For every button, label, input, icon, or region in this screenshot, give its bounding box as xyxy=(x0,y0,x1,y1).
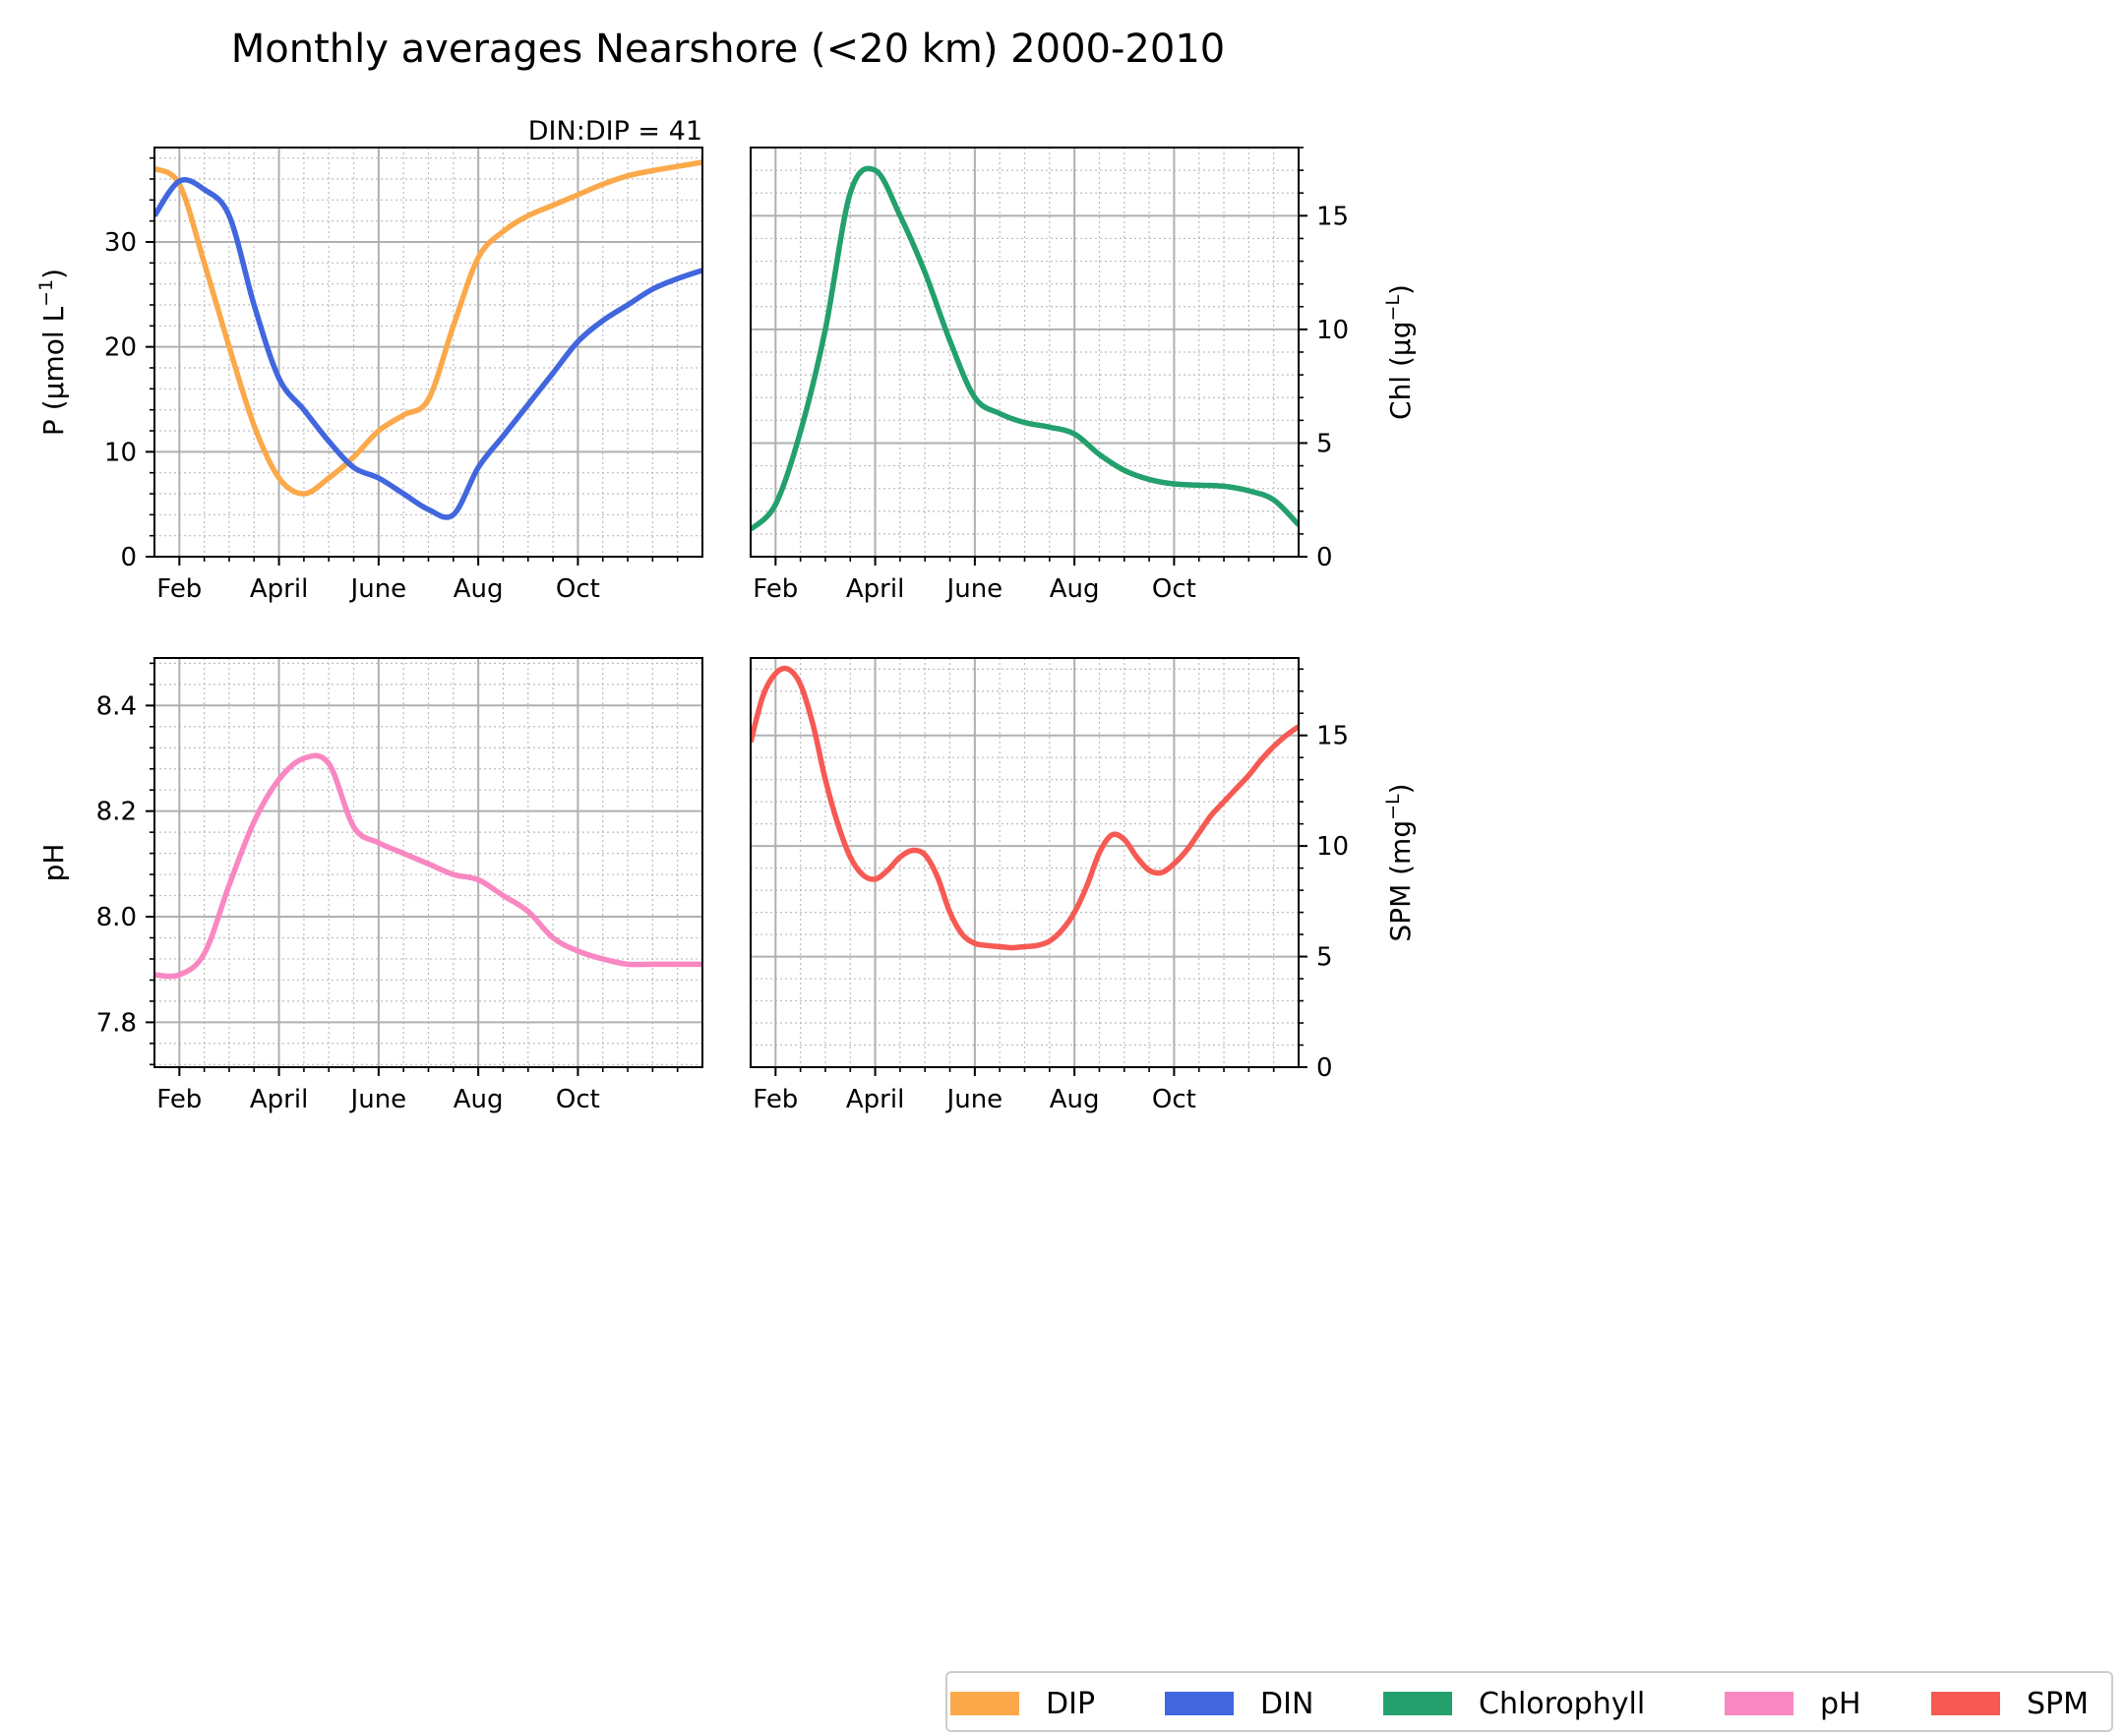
panel-spm: Feb April June Aug Oct 0 5 10 15 SPM (mg−L) xyxy=(750,657,1417,1114)
y-axis-label-tail: ) xyxy=(1384,783,1417,794)
y-tick-label: 8.4 xyxy=(96,691,137,721)
y-tick-label: 0 xyxy=(1316,543,1333,572)
x-tick-label: Feb xyxy=(156,574,202,604)
series-line-chlorophyll xyxy=(751,165,1299,532)
x-tick-label: Aug xyxy=(1050,1085,1100,1114)
y-tick-label: 15 xyxy=(1316,202,1349,231)
y-axis-label-superscript: −1 xyxy=(35,279,57,307)
y-tick-label: 15 xyxy=(1316,722,1349,751)
y-axis-label-tail: ) xyxy=(37,269,70,279)
legend-swatch-spm xyxy=(1931,1692,2000,1715)
x-tick-label: Feb xyxy=(753,1085,798,1114)
x-tick-label: Oct xyxy=(556,1085,600,1114)
y-tick-label: 10 xyxy=(1316,832,1349,862)
figure-title: Monthly averages Nearshore (<20 km) 2000… xyxy=(231,27,1225,72)
y-tick-label: 20 xyxy=(104,333,137,363)
x-tick-label: April xyxy=(846,1085,904,1114)
axes-frame xyxy=(153,147,703,558)
series-line-spm xyxy=(751,665,1299,951)
panels: Feb April June Aug Oct 0 10 20 30 P (µmol L−1) DIN… xyxy=(35,116,1417,1114)
axes-frame xyxy=(750,147,1300,558)
x-tick-label: Feb xyxy=(156,1085,202,1114)
y-axis-label-superscript: −L xyxy=(1382,794,1404,820)
x-tick-label: Oct xyxy=(1152,1085,1196,1114)
x-tick-label: June xyxy=(945,1085,1003,1114)
panel-p: Feb April June Aug Oct 0 10 20 30 P (µmol L−1) DIN… xyxy=(35,116,703,604)
panel-chl: Feb April June Aug Oct 0 5 10 15 Chl (µg−L) xyxy=(750,147,1417,604)
x-tick-label: June xyxy=(349,574,407,604)
y-axis-label-main: Chl (µg xyxy=(1384,321,1417,420)
y-tick-label: 5 xyxy=(1316,429,1333,458)
y-tick-label: 5 xyxy=(1316,943,1333,973)
y-tick-label: 0 xyxy=(120,543,137,572)
x-tick-label: Aug xyxy=(454,574,504,604)
y-tick-label: 0 xyxy=(1316,1053,1333,1083)
series-line-dip xyxy=(154,159,702,497)
y-axis-label: SPM (mg−L) xyxy=(1382,783,1417,941)
y-tick-label: 30 xyxy=(104,228,137,258)
y-axis-label: pH xyxy=(37,844,70,882)
legend-label-chlorophyll: Chlorophyll xyxy=(1479,1687,1645,1721)
y-tick-label: 10 xyxy=(1316,316,1349,345)
panel-ph: Feb April June Aug Oct 7.8 8.0 8.2 8.4 pH xyxy=(37,657,703,1114)
x-tick-label: Oct xyxy=(556,574,600,604)
legend-label-din: DIN xyxy=(1260,1687,1313,1721)
y-tick-label: 7.8 xyxy=(96,1008,137,1038)
legend-frame xyxy=(945,1671,2113,1732)
x-tick-label: Aug xyxy=(454,1085,504,1114)
y-axis-label-superscript: −L xyxy=(1382,295,1404,322)
legend-label-spm: SPM xyxy=(2027,1687,2089,1721)
y-axis-label-main: P (µmol L xyxy=(37,306,70,436)
y-axis-label-main: SPM (mg xyxy=(1384,820,1417,942)
legend-swatch-din xyxy=(1165,1692,1234,1715)
x-tick-label: April xyxy=(250,574,308,604)
legend-swatch-chlorophyll xyxy=(1383,1692,1452,1715)
y-tick-label: 10 xyxy=(104,438,137,467)
y-tick-label: 8.0 xyxy=(96,903,137,932)
x-tick-label: April xyxy=(846,574,904,604)
legend-label-ph: pH xyxy=(1820,1687,1861,1721)
x-tick-label: Oct xyxy=(1152,574,1196,604)
ratio-annotation: DIN:DIP = 41 xyxy=(528,116,702,147)
x-tick-label: Aug xyxy=(1050,574,1100,604)
legend-swatch-ph xyxy=(1725,1692,1793,1715)
y-axis-label-tail: ) xyxy=(1384,284,1417,295)
legend-label-dip: DIP xyxy=(1046,1687,1095,1721)
legend-swatch-dip xyxy=(950,1692,1019,1715)
series-line-din xyxy=(154,177,702,520)
axes-frame xyxy=(750,657,1300,1068)
y-axis-label: Chl (µg−L) xyxy=(1382,284,1417,420)
series-line-ph xyxy=(154,752,702,980)
y-axis-label: P (µmol L−1) xyxy=(35,269,70,436)
y-axis-label-main: pH xyxy=(37,844,70,882)
x-tick-label: June xyxy=(349,1085,407,1114)
x-tick-label: April xyxy=(250,1085,308,1114)
y-tick-label: 8.2 xyxy=(96,798,137,827)
legend: DIP DIN Chlorophyll pH SPM xyxy=(945,1671,2113,1732)
x-tick-label: June xyxy=(945,574,1003,604)
x-tick-label: Feb xyxy=(753,574,798,604)
